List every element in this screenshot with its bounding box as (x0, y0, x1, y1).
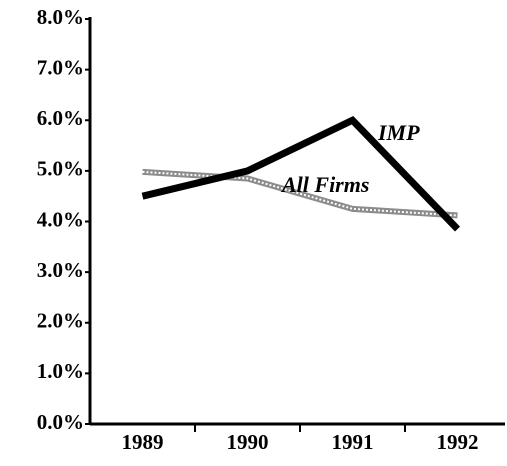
y-tick-label: 8.0% (37, 5, 84, 29)
x-tick-label: 1989 (122, 430, 164, 454)
series-label: IMP (377, 120, 420, 145)
x-tick-label: 1990 (227, 430, 269, 454)
y-tick-label: 6.0% (37, 106, 84, 130)
y-tick-label: 0.0% (37, 410, 84, 434)
y-tick-label: 4.0% (37, 207, 84, 231)
y-tick-label: 3.0% (37, 258, 84, 282)
series-label: All Firms (280, 172, 369, 197)
y-tick-label: 7.0% (37, 55, 84, 79)
y-tick-label: 5.0% (37, 157, 84, 181)
y-tick-label: 1.0% (37, 359, 84, 383)
y-tick-label: 2.0% (37, 309, 84, 333)
x-tick-label: 1992 (437, 430, 479, 454)
series-line-texture (142, 170, 458, 217)
series-line (141, 115, 461, 232)
x-tick-label: 1991 (332, 430, 374, 454)
